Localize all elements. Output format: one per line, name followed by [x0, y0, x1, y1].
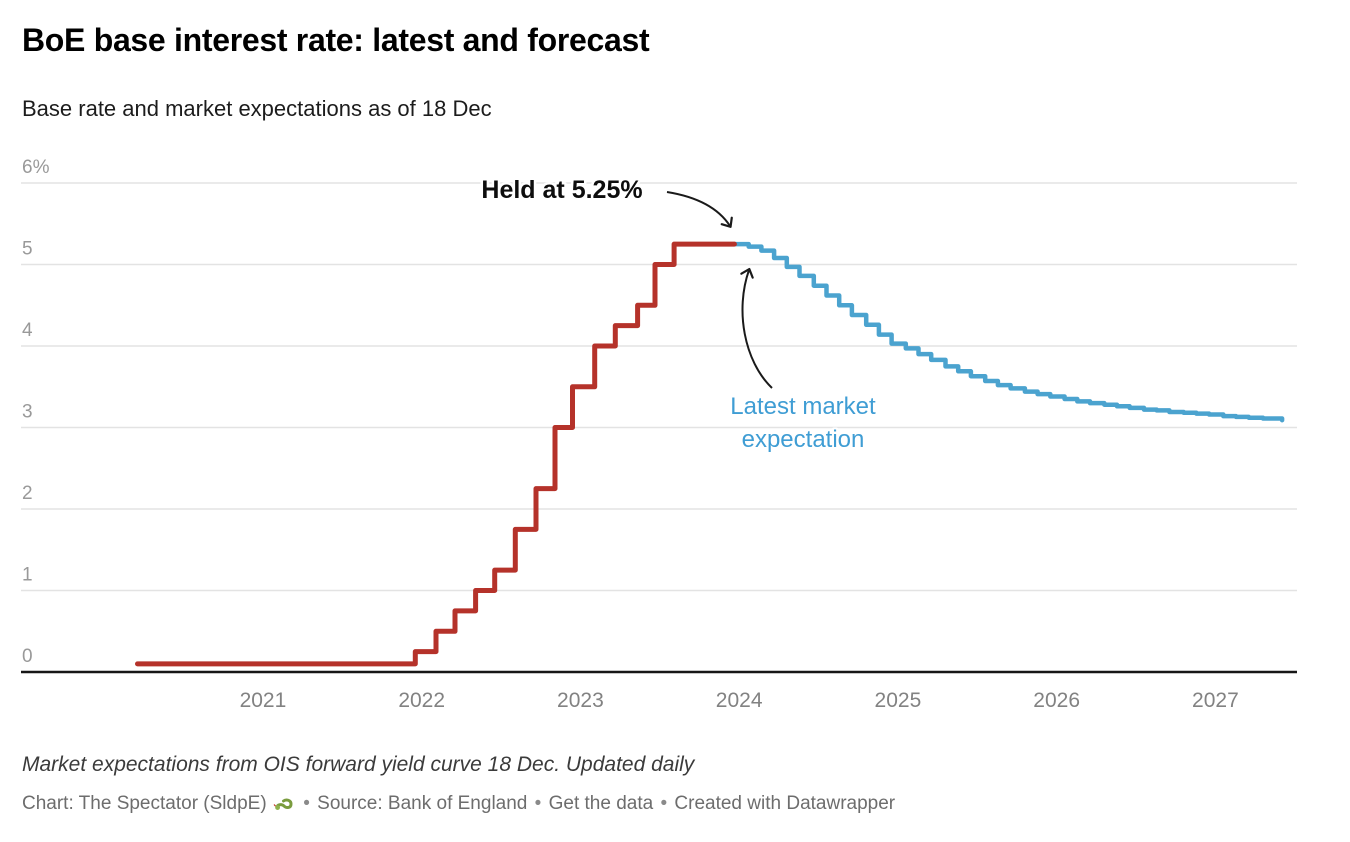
notes-text: Market expectations from [22, 753, 264, 776]
chart-subtitle: Base rate and market expectations as of … [22, 96, 492, 121]
held-annotation-arrow-icon [666, 191, 733, 228]
get-the-data-link[interactable]: Get the data [548, 793, 654, 814]
chart-notes: Market expectations from OIS forward yie… [22, 753, 694, 777]
bullet-separator: • [534, 793, 542, 814]
bullet-separator: • [660, 793, 668, 814]
gridlines: 6% 5 4 3 2 1 0 2021 2022 2023 2024 2025 2026 2027 [21, 157, 1297, 712]
x-tick-label: 2023 [557, 689, 604, 712]
x-tick-label: 2021 [240, 689, 287, 712]
y-tick-label: 6% [22, 157, 50, 178]
created-with-label: Created with [674, 793, 782, 814]
latest-annotation-label-line2: expectation [742, 426, 865, 453]
held-annotation-label: Held at 5.25% [481, 176, 642, 204]
chart-byline: Chart: The Spectator (SldpE) • Source: B… [22, 793, 895, 818]
y-tick-label: 1 [22, 565, 33, 586]
x-tick-label: 2027 [1192, 689, 1239, 712]
y-tick-label: 4 [22, 320, 33, 341]
actual-rate-line [135, 241, 737, 667]
latest-annotation-label-line1: Latest market [730, 393, 876, 420]
source-link[interactable]: Bank of England [387, 793, 528, 814]
byline-credit: Chart: The Spectator (SldpE) [22, 793, 267, 814]
bullet-separator: • [303, 793, 310, 814]
y-tick-label: 5 [22, 239, 33, 260]
x-tick-label: 2025 [875, 689, 922, 712]
ois-curve-link[interactable]: OIS forward yield curve [263, 753, 482, 776]
datawrapper-link[interactable]: Datawrapper [786, 793, 896, 814]
forecast-rate-line [732, 241, 1285, 423]
source-label: Source: [317, 793, 383, 814]
y-tick-label: 2 [22, 483, 33, 504]
notes-suffix: 18 Dec. Updated daily [481, 753, 695, 776]
x-tick-label: 2024 [716, 689, 763, 712]
y-tick-label: 3 [22, 402, 33, 423]
x-tick-label: 2022 [398, 689, 445, 712]
data-series [135, 241, 1285, 667]
snake-emoji-icon [273, 794, 295, 818]
x-tick-label: 2026 [1033, 689, 1080, 712]
chart-title: BoE base interest rate: latest and forec… [22, 22, 650, 58]
latest-annotation-arrow-icon [740, 267, 773, 389]
y-tick-label: 0 [22, 646, 33, 667]
